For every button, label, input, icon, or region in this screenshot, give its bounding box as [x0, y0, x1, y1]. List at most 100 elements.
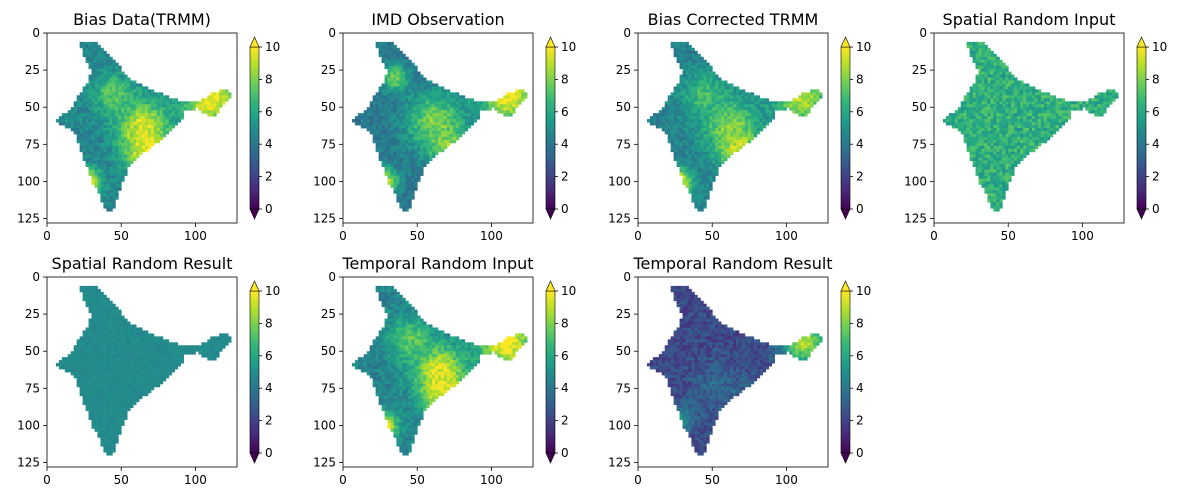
heatmap-cell [712, 137, 715, 140]
heatmap-cell [686, 184, 689, 187]
heatmap-cell [382, 143, 385, 146]
heatmap-cell [691, 78, 694, 81]
heatmap-cell [691, 149, 694, 152]
heatmap-cell [1103, 92, 1106, 95]
heatmap-cell [100, 325, 103, 328]
heatmap-cell [733, 128, 736, 131]
heatmap-cell [408, 178, 411, 181]
heatmap-cell [984, 143, 987, 146]
heatmap-cell [83, 146, 86, 149]
heatmap-cell [979, 140, 982, 143]
heatmap-cell [1011, 158, 1014, 161]
heatmap-cell [465, 104, 468, 107]
heatmap-cell [772, 104, 775, 107]
heatmap-cell [109, 152, 112, 155]
heatmap-cell [396, 101, 399, 104]
heatmap-cell [700, 184, 703, 187]
heatmap-cell [112, 202, 115, 205]
heatmap-cell [739, 122, 742, 125]
heatmap-cell [388, 92, 391, 95]
heatmap-cell [700, 178, 703, 181]
heatmap-cell [982, 83, 985, 86]
heatmap-cell [97, 122, 100, 125]
heatmap-cell [219, 104, 222, 107]
heatmap-cell [1005, 128, 1008, 131]
heatmap-cell [136, 122, 139, 125]
y-tick-label: 125 [17, 212, 40, 226]
heatmap-cell [103, 122, 106, 125]
heatmap-cell [668, 113, 671, 116]
heatmap-cell [524, 95, 527, 98]
heatmap-cell [204, 101, 207, 104]
heatmap-cell [706, 104, 709, 107]
heatmap-cell [112, 304, 115, 307]
y-tick-label: 50 [321, 100, 336, 114]
heatmap-cell [148, 122, 151, 125]
heatmap-cell [697, 110, 700, 113]
heatmap-cell [100, 146, 103, 149]
heatmap-cell [801, 92, 804, 95]
colorbar-tick-label: 2 [561, 170, 569, 184]
heatmap-cell [97, 119, 100, 122]
heatmap-cell [697, 83, 700, 86]
heatmap-cell [163, 101, 166, 104]
heatmap-cell [1059, 107, 1062, 110]
heatmap-cell [121, 122, 124, 125]
heatmap-cell [100, 128, 103, 131]
heatmap-cell [112, 158, 115, 161]
heatmap-cell [703, 158, 706, 161]
heatmap-cell [100, 101, 103, 104]
heatmap-cell [471, 116, 474, 119]
heatmap-cell [130, 155, 133, 158]
heatmap-cell [83, 119, 86, 122]
heatmap-cell [157, 104, 160, 107]
heatmap-cell [391, 173, 394, 176]
heatmap-cell [700, 167, 703, 170]
heatmap-cell [703, 98, 706, 101]
heatmap-cell [1023, 155, 1026, 158]
heatmap-cell [109, 57, 112, 60]
heatmap-cell [92, 134, 95, 137]
heatmap-cell [95, 98, 98, 101]
heatmap-cell [136, 107, 139, 110]
heatmap-cell [984, 176, 987, 179]
heatmap-cell [778, 107, 781, 110]
heatmap-cell [133, 327, 136, 330]
heatmap-cell [662, 107, 665, 110]
heatmap-cell [503, 101, 506, 104]
heatmap-cell [506, 110, 509, 113]
heatmap-cell [990, 122, 993, 125]
heatmap-cell [990, 137, 993, 140]
heatmap-cell [444, 125, 447, 128]
heatmap-cell [109, 86, 112, 89]
heatmap-cell [1020, 113, 1023, 116]
heatmap-cell [736, 98, 739, 101]
heatmap-cell [703, 107, 706, 110]
heatmap-cell [456, 116, 459, 119]
heatmap-cell [139, 149, 142, 152]
heatmap-cell [993, 128, 996, 131]
heatmap-cell [691, 66, 694, 69]
heatmap-cell [420, 131, 423, 134]
heatmap-cell [703, 167, 706, 170]
heatmap-cell [92, 304, 95, 307]
heatmap-cell [115, 125, 118, 128]
heatmap-cell [987, 137, 990, 140]
heatmap-cell [89, 158, 92, 161]
heatmap-cell [727, 107, 730, 110]
heatmap-cell [686, 161, 689, 164]
heatmap-cell [1014, 128, 1017, 131]
heatmap-cell [1005, 181, 1008, 184]
heatmap-cell [984, 190, 987, 193]
heatmap-cell [435, 101, 438, 104]
heatmap-cell [742, 143, 745, 146]
heatmap-cell [1020, 137, 1023, 140]
heatmap-cell [139, 98, 142, 101]
heatmap-cell [721, 149, 724, 152]
heatmap-cell [83, 158, 86, 161]
heatmap-cell [89, 92, 92, 95]
heatmap-cell [715, 119, 718, 122]
heatmap-cell [97, 325, 100, 328]
heatmap-cell [982, 181, 985, 184]
heatmap-cell [694, 170, 697, 173]
